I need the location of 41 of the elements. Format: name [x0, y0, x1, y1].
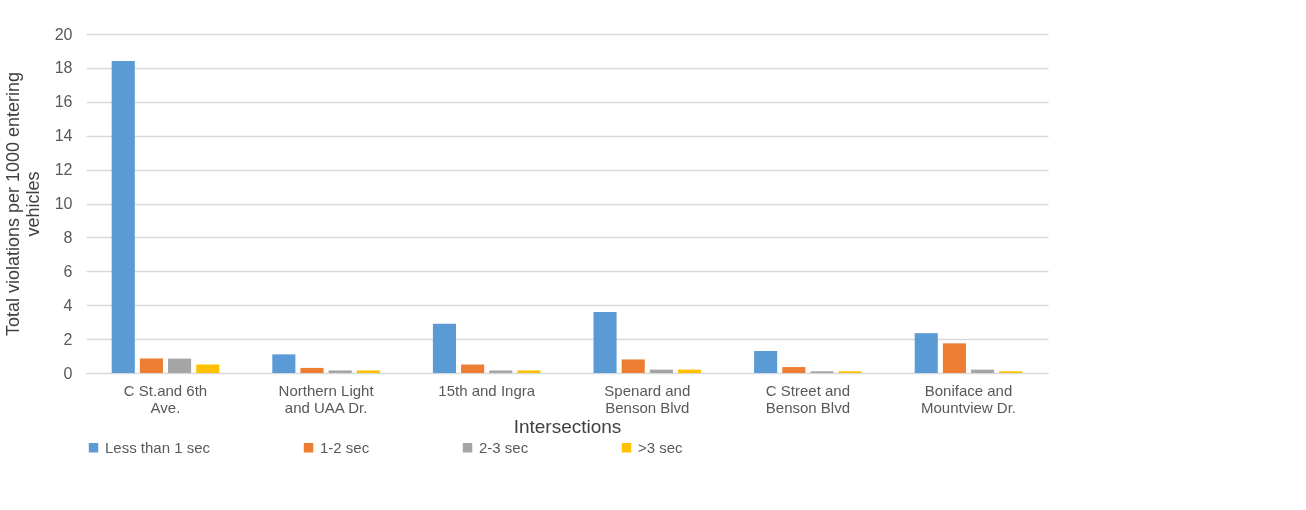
y-axis-title: Total violations per 1000 entering vehicles: [2, 71, 43, 337]
bar: [139, 358, 163, 373]
y-tick-label: 18: [54, 59, 73, 77]
y-tick-label: 2: [63, 330, 73, 348]
bar: [168, 358, 192, 373]
legend-label: Less than 1 sec: [105, 438, 211, 456]
legend-label: 1-2 sec: [320, 438, 370, 456]
bar: [461, 364, 485, 373]
y-tick-label: 20: [54, 25, 73, 43]
y-tick-label: 6: [63, 262, 73, 280]
y-tick-label: 8: [63, 228, 73, 246]
bar: [272, 354, 296, 373]
x-tick-label: C Street and Benson Blvd: [765, 381, 851, 416]
bar: [914, 333, 938, 373]
y-tick-label: 4: [63, 296, 73, 314]
x-tick-label: 15th and Ingra: [438, 381, 536, 399]
x-axis-title: Intersections: [513, 415, 622, 437]
legend-label: 2-3 sec: [479, 438, 529, 456]
x-tick-label: C St.and 6th Ave.: [123, 381, 208, 416]
bar: [489, 370, 513, 373]
bar: [356, 370, 380, 373]
y-tick-label: 14: [54, 127, 73, 145]
x-tick-label: Northern Light and UAA Dr.: [278, 381, 375, 416]
bar: [517, 370, 541, 373]
bar: [754, 350, 778, 373]
legend-label: >3 sec: [638, 438, 684, 456]
bar: [593, 311, 617, 373]
bar: [432, 323, 456, 373]
y-tick-label: 0: [63, 364, 73, 382]
bar: [782, 367, 806, 373]
bar: [621, 359, 645, 373]
bar: [942, 343, 966, 373]
y-tick-label: 12: [54, 161, 73, 179]
bar: [196, 364, 220, 373]
bar: [328, 370, 352, 373]
bar: [300, 367, 324, 373]
y-tick-label: 10: [54, 195, 73, 212]
bar: [111, 61, 135, 373]
x-tick-label: Boniface and Mountview Dr.: [920, 381, 1017, 416]
y-tick-label: 16: [54, 93, 73, 111]
x-tick-label: Spenard and Benson Blvd: [604, 381, 691, 416]
